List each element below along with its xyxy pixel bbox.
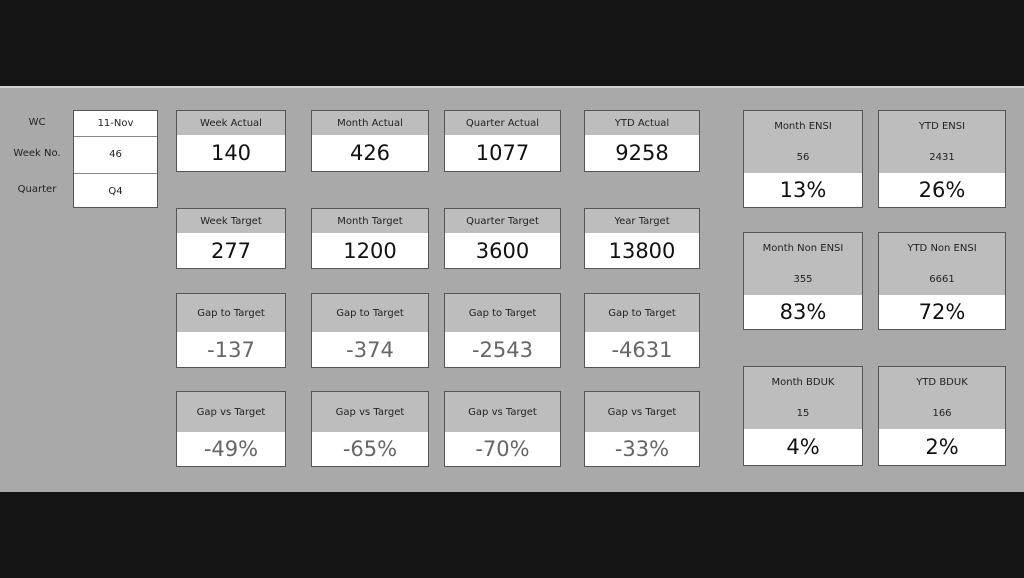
card-percent: 2% xyxy=(925,435,959,459)
card-label: Gap to Target xyxy=(585,294,699,332)
card-percent: 26% xyxy=(918,178,966,202)
target-card: Year Target 13800 xyxy=(584,208,700,269)
card-count: 355 xyxy=(793,274,813,285)
gap-vs-target-card: Gap vs Target -70% xyxy=(444,391,561,467)
card-label: Quarter Target xyxy=(445,209,560,233)
card-label: Gap vs Target xyxy=(445,392,560,432)
card-value: 277 xyxy=(210,238,252,263)
week-no-label: Week No. xyxy=(13,148,61,159)
card-value: -2543 xyxy=(471,337,534,362)
card-label: Year Target xyxy=(585,209,699,233)
card-value: 13800 xyxy=(608,238,676,263)
card-value: -137 xyxy=(207,337,255,362)
actual-card: Month Actual 426 xyxy=(311,110,429,172)
card-count: 2431 xyxy=(929,152,955,163)
card-label: YTD Actual xyxy=(585,111,699,135)
card-label: Month BDUK xyxy=(771,377,835,388)
card-percent: 72% xyxy=(918,300,966,324)
card-label: Week Target xyxy=(177,209,285,233)
split-card: YTD Non ENSI 6661 72% xyxy=(878,232,1006,330)
card-value: -49% xyxy=(203,437,259,461)
card-value: -70% xyxy=(475,437,530,461)
card-percent: 13% xyxy=(779,178,827,202)
card-value: -65% xyxy=(342,437,398,461)
gap-to-target-card: Gap to Target -4631 xyxy=(584,293,700,368)
card-label: Gap vs Target xyxy=(312,392,428,432)
wc-value: 11-Nov xyxy=(74,111,157,137)
week-no-value: 46 xyxy=(74,137,157,174)
quarter-label: Quarter xyxy=(17,184,57,195)
gap-vs-target-card: Gap vs Target -49% xyxy=(176,391,286,467)
card-label: Week Actual xyxy=(177,111,285,135)
gap-vs-target-card: Gap vs Target -33% xyxy=(584,391,700,467)
gap-vs-target-card: Gap vs Target -65% xyxy=(311,391,429,467)
target-card: Month Target 1200 xyxy=(311,208,429,269)
gap-to-target-card: Gap to Target -374 xyxy=(311,293,429,368)
card-label: Month Actual xyxy=(312,111,428,135)
target-card: Week Target 277 xyxy=(176,208,286,269)
card-value: 426 xyxy=(349,141,391,165)
card-label: Gap to Target xyxy=(177,294,285,332)
quarter-value: Q4 xyxy=(108,186,123,197)
card-label: Gap to Target xyxy=(445,294,560,332)
card-value: -4631 xyxy=(611,337,673,362)
info-table: 11-Nov 46 Q4 xyxy=(73,110,158,208)
card-count: 56 xyxy=(796,152,810,163)
card-value: 9258 xyxy=(615,141,669,165)
actual-card: Week Actual 140 xyxy=(176,110,286,172)
split-card: Month Non ENSI 355 83% xyxy=(743,232,863,330)
card-value: 1200 xyxy=(343,238,397,263)
gap-to-target-card: Gap to Target -137 xyxy=(176,293,286,368)
card-count: 6661 xyxy=(929,274,955,285)
card-label: Month Non ENSI xyxy=(762,243,844,254)
card-count: 15 xyxy=(796,408,810,419)
card-label: Quarter Actual xyxy=(445,111,560,135)
card-value: -374 xyxy=(346,337,394,362)
split-card: YTD ENSI 2431 26% xyxy=(878,110,1006,208)
actual-card: Quarter Actual 1077 xyxy=(444,110,561,172)
target-card: Quarter Target 3600 xyxy=(444,208,561,269)
card-label: YTD BDUK xyxy=(916,377,968,388)
card-label: Month Target xyxy=(312,209,428,233)
card-value: -33% xyxy=(614,437,670,461)
split-card: Month BDUK 15 4% xyxy=(743,366,863,466)
card-label: Gap vs Target xyxy=(585,392,699,432)
card-value: 1077 xyxy=(475,141,530,165)
card-value: 3600 xyxy=(475,238,530,263)
card-count: 166 xyxy=(932,408,952,419)
card-value: 140 xyxy=(210,141,252,165)
card-label: Month ENSI xyxy=(774,121,832,132)
actual-card: YTD Actual 9258 xyxy=(584,110,700,172)
split-card: Month ENSI 56 13% xyxy=(743,110,863,208)
wc-label: WC xyxy=(28,117,46,128)
card-label: Gap vs Target xyxy=(177,392,285,432)
card-percent: 4% xyxy=(786,435,820,459)
card-label: YTD Non ENSI xyxy=(907,243,977,254)
card-percent: 83% xyxy=(779,300,827,324)
gap-to-target-card: Gap to Target -2543 xyxy=(444,293,561,368)
card-label: Gap to Target xyxy=(312,294,428,332)
card-label: YTD ENSI xyxy=(918,121,966,132)
split-card: YTD BDUK 166 2% xyxy=(878,366,1006,466)
